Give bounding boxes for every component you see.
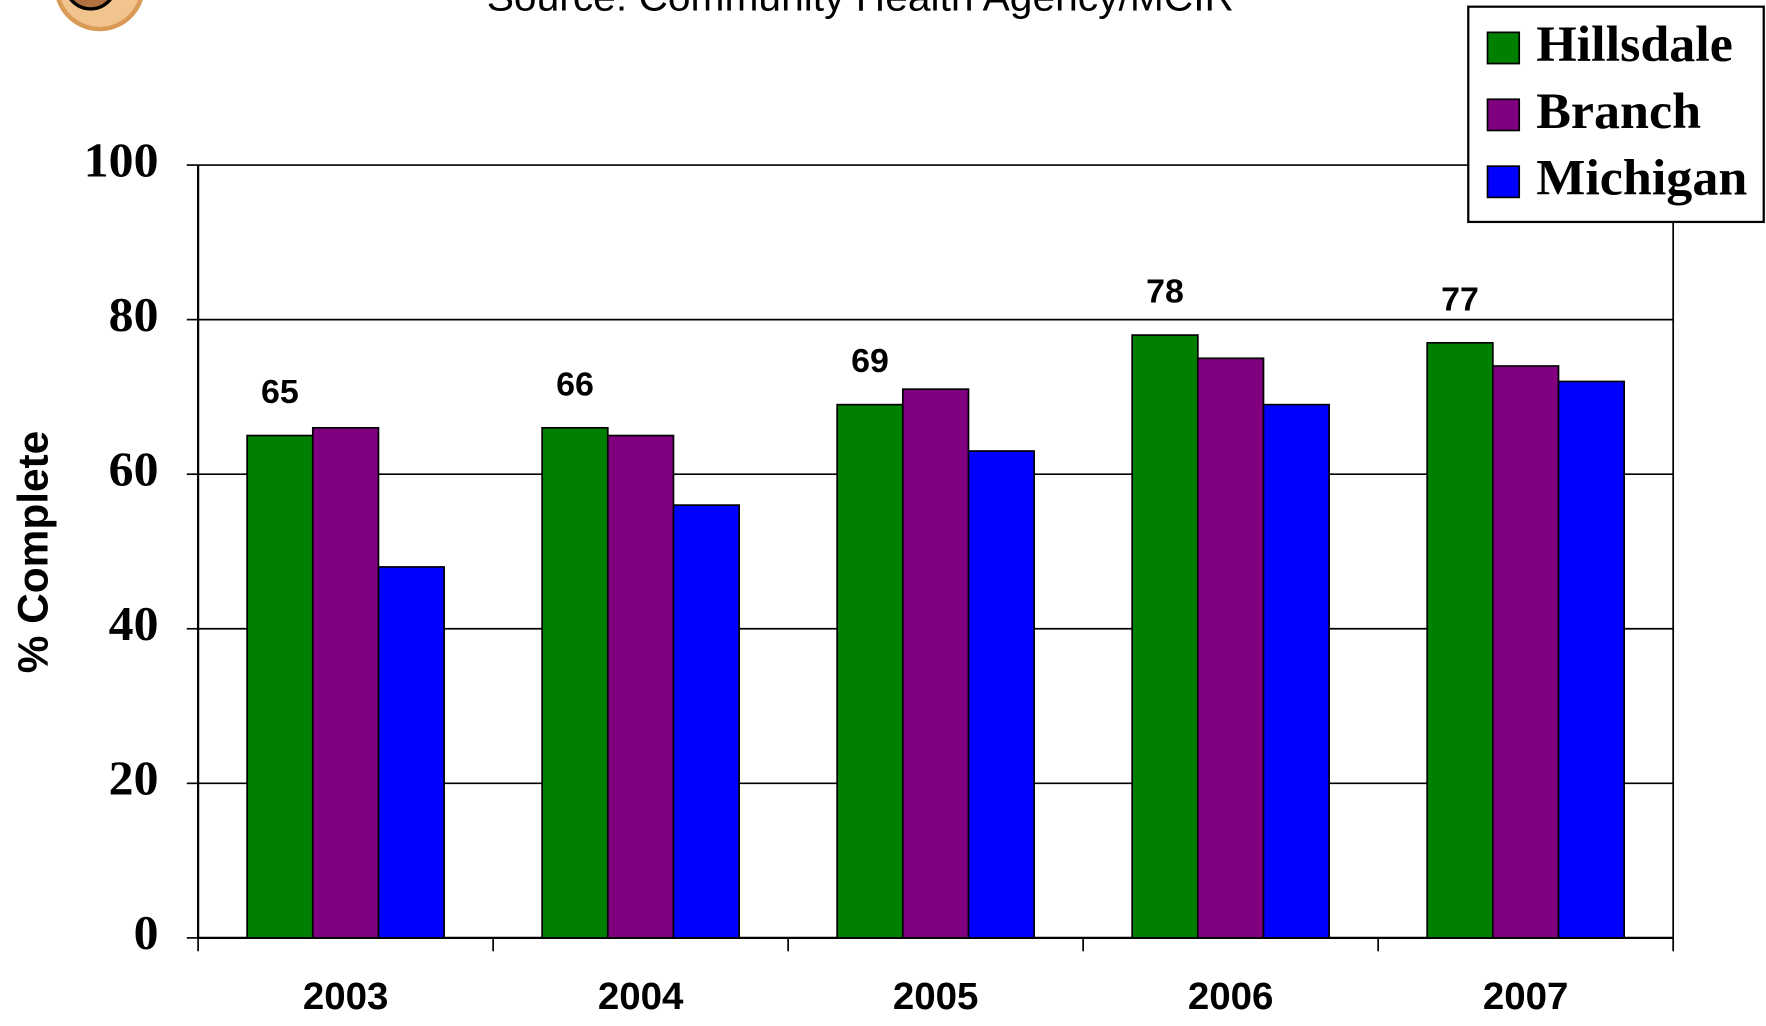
x-tick-label: 2005: [893, 976, 979, 1019]
y-tick-label: 20: [109, 751, 159, 806]
bar: [1491, 365, 1560, 939]
x-tick-label: 2004: [598, 976, 684, 1019]
data-label: 77: [1441, 281, 1479, 319]
data-label: 78: [1146, 273, 1184, 311]
y-tick-label: 80: [109, 287, 159, 342]
bar: [541, 426, 609, 939]
bar: [1426, 341, 1494, 939]
y-tick-label: 40: [109, 596, 159, 651]
bar: [901, 388, 970, 939]
y-tick-label: 0: [134, 905, 159, 960]
x-tick-label: 2007: [1483, 976, 1569, 1019]
legend-swatch: [1486, 165, 1521, 199]
bar: [311, 426, 380, 939]
x-tick-label: 2003: [303, 976, 389, 1019]
bar: [246, 434, 314, 939]
bar: [1131, 334, 1199, 939]
bar: [606, 434, 675, 939]
legend-swatch: [1486, 31, 1521, 65]
logo-icon-inner: [69, 0, 112, 11]
bar: [377, 566, 445, 939]
bar: [1557, 380, 1626, 939]
legend-label: Branch: [1536, 83, 1701, 140]
chart-subtitle: Source: Community Health Agency/MCIR: [487, 0, 1234, 20]
y-tick-label: 60: [109, 442, 159, 497]
y-tick-label: 100: [84, 133, 159, 188]
legend-label: Hillsdale: [1536, 16, 1733, 73]
bar: [1262, 403, 1330, 939]
data-label: 65: [261, 373, 299, 411]
legend-swatch: [1486, 98, 1521, 132]
data-label: 66: [556, 366, 594, 404]
bar: [836, 403, 904, 939]
bar: [672, 504, 740, 939]
bar: [1196, 357, 1265, 939]
x-tick-label: 2006: [1188, 976, 1274, 1019]
legend-label: Michigan: [1536, 150, 1747, 207]
bar: [967, 450, 1035, 939]
y-axis-label: % Complete: [9, 431, 57, 673]
data-label: 69: [851, 342, 889, 380]
